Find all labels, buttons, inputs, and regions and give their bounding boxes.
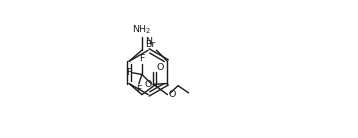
Text: F: F [136,85,141,94]
Text: F: F [139,54,145,63]
Text: O: O [145,80,152,89]
Text: Br: Br [145,40,155,49]
Text: O: O [168,90,176,99]
Text: F: F [126,68,132,77]
Text: N: N [145,37,152,46]
Text: O: O [157,63,164,72]
Text: NH$_2$: NH$_2$ [132,24,151,36]
